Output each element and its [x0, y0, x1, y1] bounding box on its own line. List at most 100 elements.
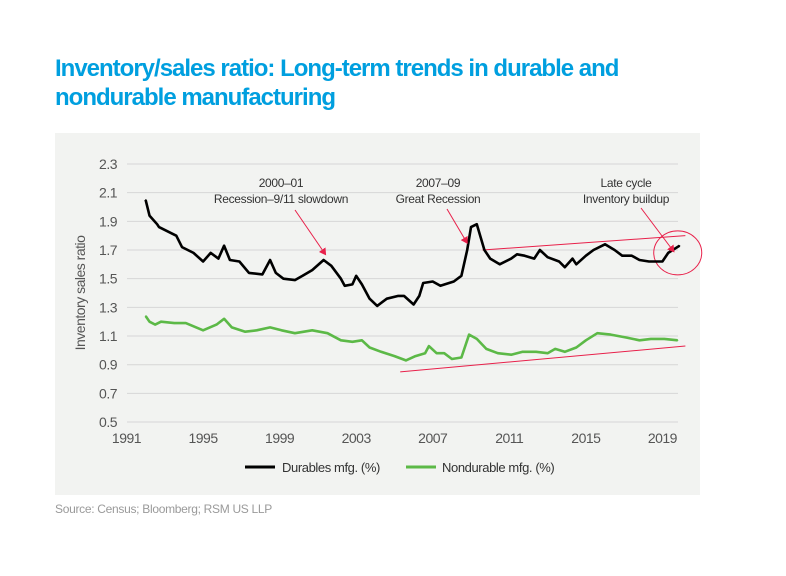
data-point — [156, 223, 158, 225]
data-point — [380, 351, 382, 353]
y-tick-label: 0.9 — [99, 357, 118, 373]
data-point — [330, 265, 332, 267]
annotation-line1: Late cycle — [600, 176, 652, 190]
x-tick-label: 2007 — [418, 430, 448, 446]
chart-title: Inventory/sales ratio: Long-term trends … — [55, 55, 619, 111]
data-point — [476, 338, 478, 340]
data-point — [158, 226, 160, 228]
data-point — [393, 355, 396, 357]
data-point — [173, 322, 175, 324]
data-point — [202, 260, 204, 263]
data-point — [422, 282, 424, 284]
data-point — [610, 333, 612, 336]
data-point — [435, 352, 438, 354]
legend-durables-label: Durables mfg. (%) — [282, 460, 380, 475]
data-point — [340, 278, 342, 280]
data-point — [261, 273, 263, 275]
data-point — [340, 339, 342, 341]
annotation-line2: Great Recession — [396, 192, 481, 206]
trend-line — [400, 345, 686, 373]
data-point — [229, 259, 231, 261]
annotation-line1: 2000–01 — [259, 176, 304, 190]
data-point — [323, 259, 325, 261]
data-point — [564, 266, 566, 268]
data-point — [361, 339, 363, 341]
data-point — [223, 245, 225, 247]
data-point — [355, 275, 357, 277]
y-tick-label: 0.7 — [99, 385, 118, 401]
data-point — [344, 285, 346, 287]
data-point — [575, 263, 577, 265]
data-point — [522, 351, 524, 353]
data-point — [238, 260, 241, 263]
data-point — [269, 259, 271, 261]
data-point — [154, 323, 156, 326]
data-point — [499, 263, 501, 265]
data-point — [585, 255, 587, 257]
data-point — [575, 346, 577, 349]
data-point — [571, 258, 574, 260]
data-point — [604, 243, 606, 245]
data-point — [275, 272, 277, 274]
x-tick-label: 2003 — [342, 430, 372, 446]
data-point — [244, 331, 246, 333]
data-point — [185, 322, 187, 324]
y-axis-label: Inventory sales ratio — [72, 235, 88, 350]
data-point — [301, 275, 304, 277]
data-point — [625, 336, 627, 339]
data-point — [175, 235, 177, 237]
data-point — [596, 332, 598, 334]
y-tick-label: 2.1 — [99, 185, 118, 201]
data-point — [564, 351, 566, 353]
durables-line — [144, 199, 681, 308]
data-point — [414, 355, 417, 357]
data-point — [661, 260, 664, 263]
data-point — [663, 338, 665, 340]
data-point — [585, 339, 587, 341]
data-point — [533, 258, 535, 260]
data-point — [418, 295, 420, 297]
y-tick-label: 1.1 — [99, 328, 118, 344]
data-point — [368, 298, 371, 300]
data-point — [460, 275, 463, 277]
data-point — [351, 341, 353, 343]
data-point — [451, 358, 453, 360]
x-tick-label: 2019 — [648, 430, 678, 446]
data-point — [677, 339, 679, 341]
data-point — [280, 329, 283, 331]
data-point — [554, 348, 556, 350]
data-point — [650, 338, 652, 340]
data-point — [351, 283, 353, 286]
data-point — [217, 258, 219, 260]
x-tick-label: 2015 — [571, 430, 601, 446]
data-point — [648, 260, 650, 263]
data-point — [468, 333, 470, 336]
data-point — [231, 326, 233, 329]
data-point — [269, 326, 271, 329]
data-point — [558, 260, 560, 263]
data-point — [638, 259, 641, 261]
data-point — [470, 226, 472, 228]
x-tick-label: 2011 — [495, 430, 524, 446]
data-point — [311, 269, 313, 271]
data-point — [476, 223, 478, 225]
data-point — [145, 315, 147, 317]
data-point — [621, 255, 623, 257]
data-point — [148, 215, 151, 217]
data-point — [546, 256, 549, 258]
x-tick-label: 1999 — [265, 430, 295, 446]
data-point — [546, 352, 549, 354]
data-point — [311, 329, 313, 331]
y-tick-label: 2.3 — [99, 156, 118, 172]
data-point — [460, 356, 463, 359]
data-point — [397, 295, 399, 297]
annotation-line1: 2007–09 — [416, 176, 461, 190]
annotation-line2: Inventory buildup — [583, 192, 670, 206]
data-point — [613, 249, 616, 251]
nondurables-line — [144, 315, 678, 362]
data-point — [413, 303, 415, 306]
annotation-arrow — [640, 207, 675, 253]
data-point — [282, 278, 285, 280]
data-point — [539, 249, 541, 251]
